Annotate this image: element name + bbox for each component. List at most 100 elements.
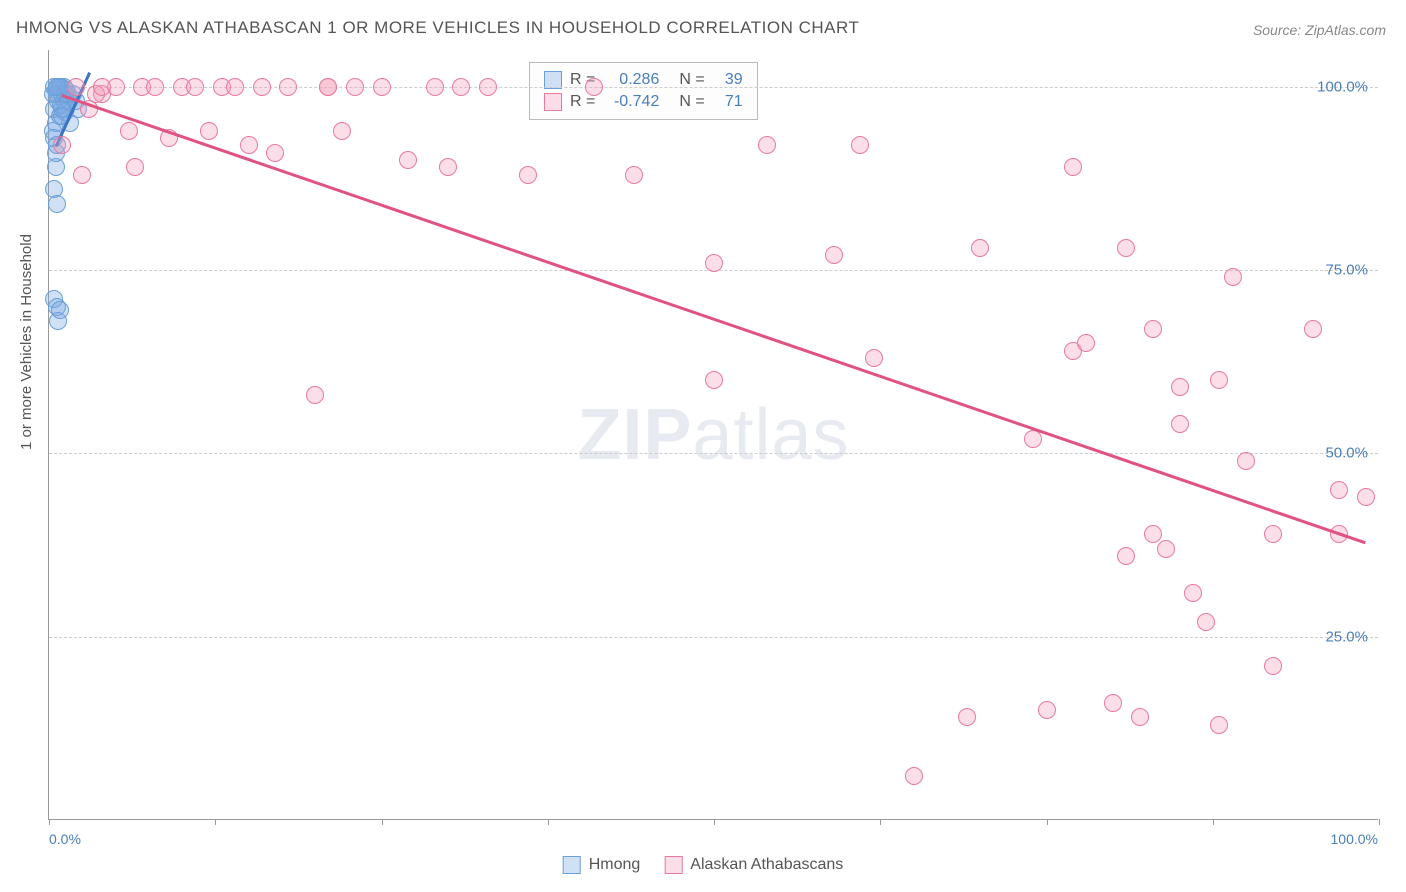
scatter-point [452,78,470,96]
scatter-point [1117,547,1135,565]
y-tick-label: 50.0% [1325,445,1368,462]
scatter-point [958,708,976,726]
scatter-point [319,78,337,96]
chart-title: HMONG VS ALASKAN ATHABASCAN 1 OR MORE VE… [16,18,859,38]
watermark-logo: ZIPatlas [577,394,849,476]
scatter-point [1264,525,1282,543]
legend-swatch [544,93,562,111]
scatter-point [1357,488,1375,506]
legend-label: Hmong [589,856,641,874]
scatter-point [705,254,723,272]
scatter-point [253,78,271,96]
x-tick-mark [49,819,50,825]
scatter-point [1224,268,1242,286]
scatter-point [126,158,144,176]
scatter-point [1038,701,1056,719]
source-attribution: Source: ZipAtlas.com [1253,22,1386,38]
x-tick-mark [1213,819,1214,825]
scatter-point [1210,371,1228,389]
scatter-point [1304,320,1322,338]
scatter-point [625,166,643,184]
scatter-point [971,239,989,257]
gridline [49,87,1378,88]
scatter-point [51,301,69,319]
legend-n-value: 71 [713,93,743,111]
trend-line [62,94,1366,544]
scatter-point [1064,158,1082,176]
scatter-point [48,195,66,213]
scatter-point [93,78,111,96]
legend-item: Hmong [563,856,641,874]
scatter-point [1077,334,1095,352]
scatter-point [279,78,297,96]
scatter-point [1144,525,1162,543]
correlation-legend: R =0.286N =39 R = -0.742 N = 71 [529,62,758,120]
x-tick-mark [1047,819,1048,825]
legend-item: Alaskan Athabascans [664,856,843,874]
scatter-point [200,122,218,140]
scatter-point [1171,378,1189,396]
scatter-point [439,158,457,176]
scatter-point [1104,694,1122,712]
scatter-point [146,78,164,96]
scatter-point [865,349,883,367]
scatter-point [758,136,776,154]
x-tick-label: 0.0% [49,831,81,847]
legend-r-value: -0.742 [603,93,659,111]
scatter-point [240,136,258,154]
legend-swatch [664,856,682,874]
gridline [49,453,1378,454]
x-tick-mark [880,819,881,825]
scatter-point [306,386,324,404]
scatter-point [426,78,444,96]
y-axis-label: 1 or more Vehicles in Household [18,234,35,450]
x-tick-mark [548,819,549,825]
legend-n-label: N = [679,93,704,111]
legend-label: Alaskan Athabascans [690,856,843,874]
gridline [49,637,1378,638]
y-tick-label: 100.0% [1317,78,1368,95]
x-tick-mark [1379,819,1380,825]
scatter-point [1237,452,1255,470]
scatter-point [373,78,391,96]
scatter-point [1197,613,1215,631]
x-tick-label: 100.0% [1331,831,1378,847]
scatter-point [1264,657,1282,675]
scatter-point [519,166,537,184]
scatter-point [186,78,204,96]
scatter-point [1210,716,1228,734]
scatter-point [1144,320,1162,338]
scatter-point [266,144,284,162]
scatter-point [73,166,91,184]
scatter-point [346,78,364,96]
legend-row: R =0.286N =39 [544,69,743,91]
scatter-point [905,767,923,785]
scatter-point [120,122,138,140]
y-tick-label: 25.0% [1325,628,1368,645]
x-tick-mark [714,819,715,825]
scatter-point [226,78,244,96]
scatter-point [53,136,71,154]
scatter-point [585,78,603,96]
scatter-point [67,78,85,96]
scatter-plot-area: ZIPatlas R =0.286N =39 R = -0.742 N = 71 25.… [48,50,1378,820]
scatter-point [333,122,351,140]
scatter-point [1171,415,1189,433]
scatter-point [1157,540,1175,558]
legend-r-label: R = [570,93,595,111]
x-tick-mark [215,819,216,825]
scatter-point [1131,708,1149,726]
x-tick-mark [382,819,383,825]
scatter-point [399,151,417,169]
scatter-point [1330,481,1348,499]
scatter-point [1117,239,1135,257]
scatter-point [479,78,497,96]
series-legend: Hmong Alaskan Athabascans [563,856,844,874]
scatter-point [705,371,723,389]
scatter-point [48,78,66,96]
y-tick-label: 75.0% [1325,262,1368,279]
scatter-point [1184,584,1202,602]
legend-row: R = -0.742 N = 71 [544,91,743,113]
scatter-point [851,136,869,154]
legend-swatch [563,856,581,874]
